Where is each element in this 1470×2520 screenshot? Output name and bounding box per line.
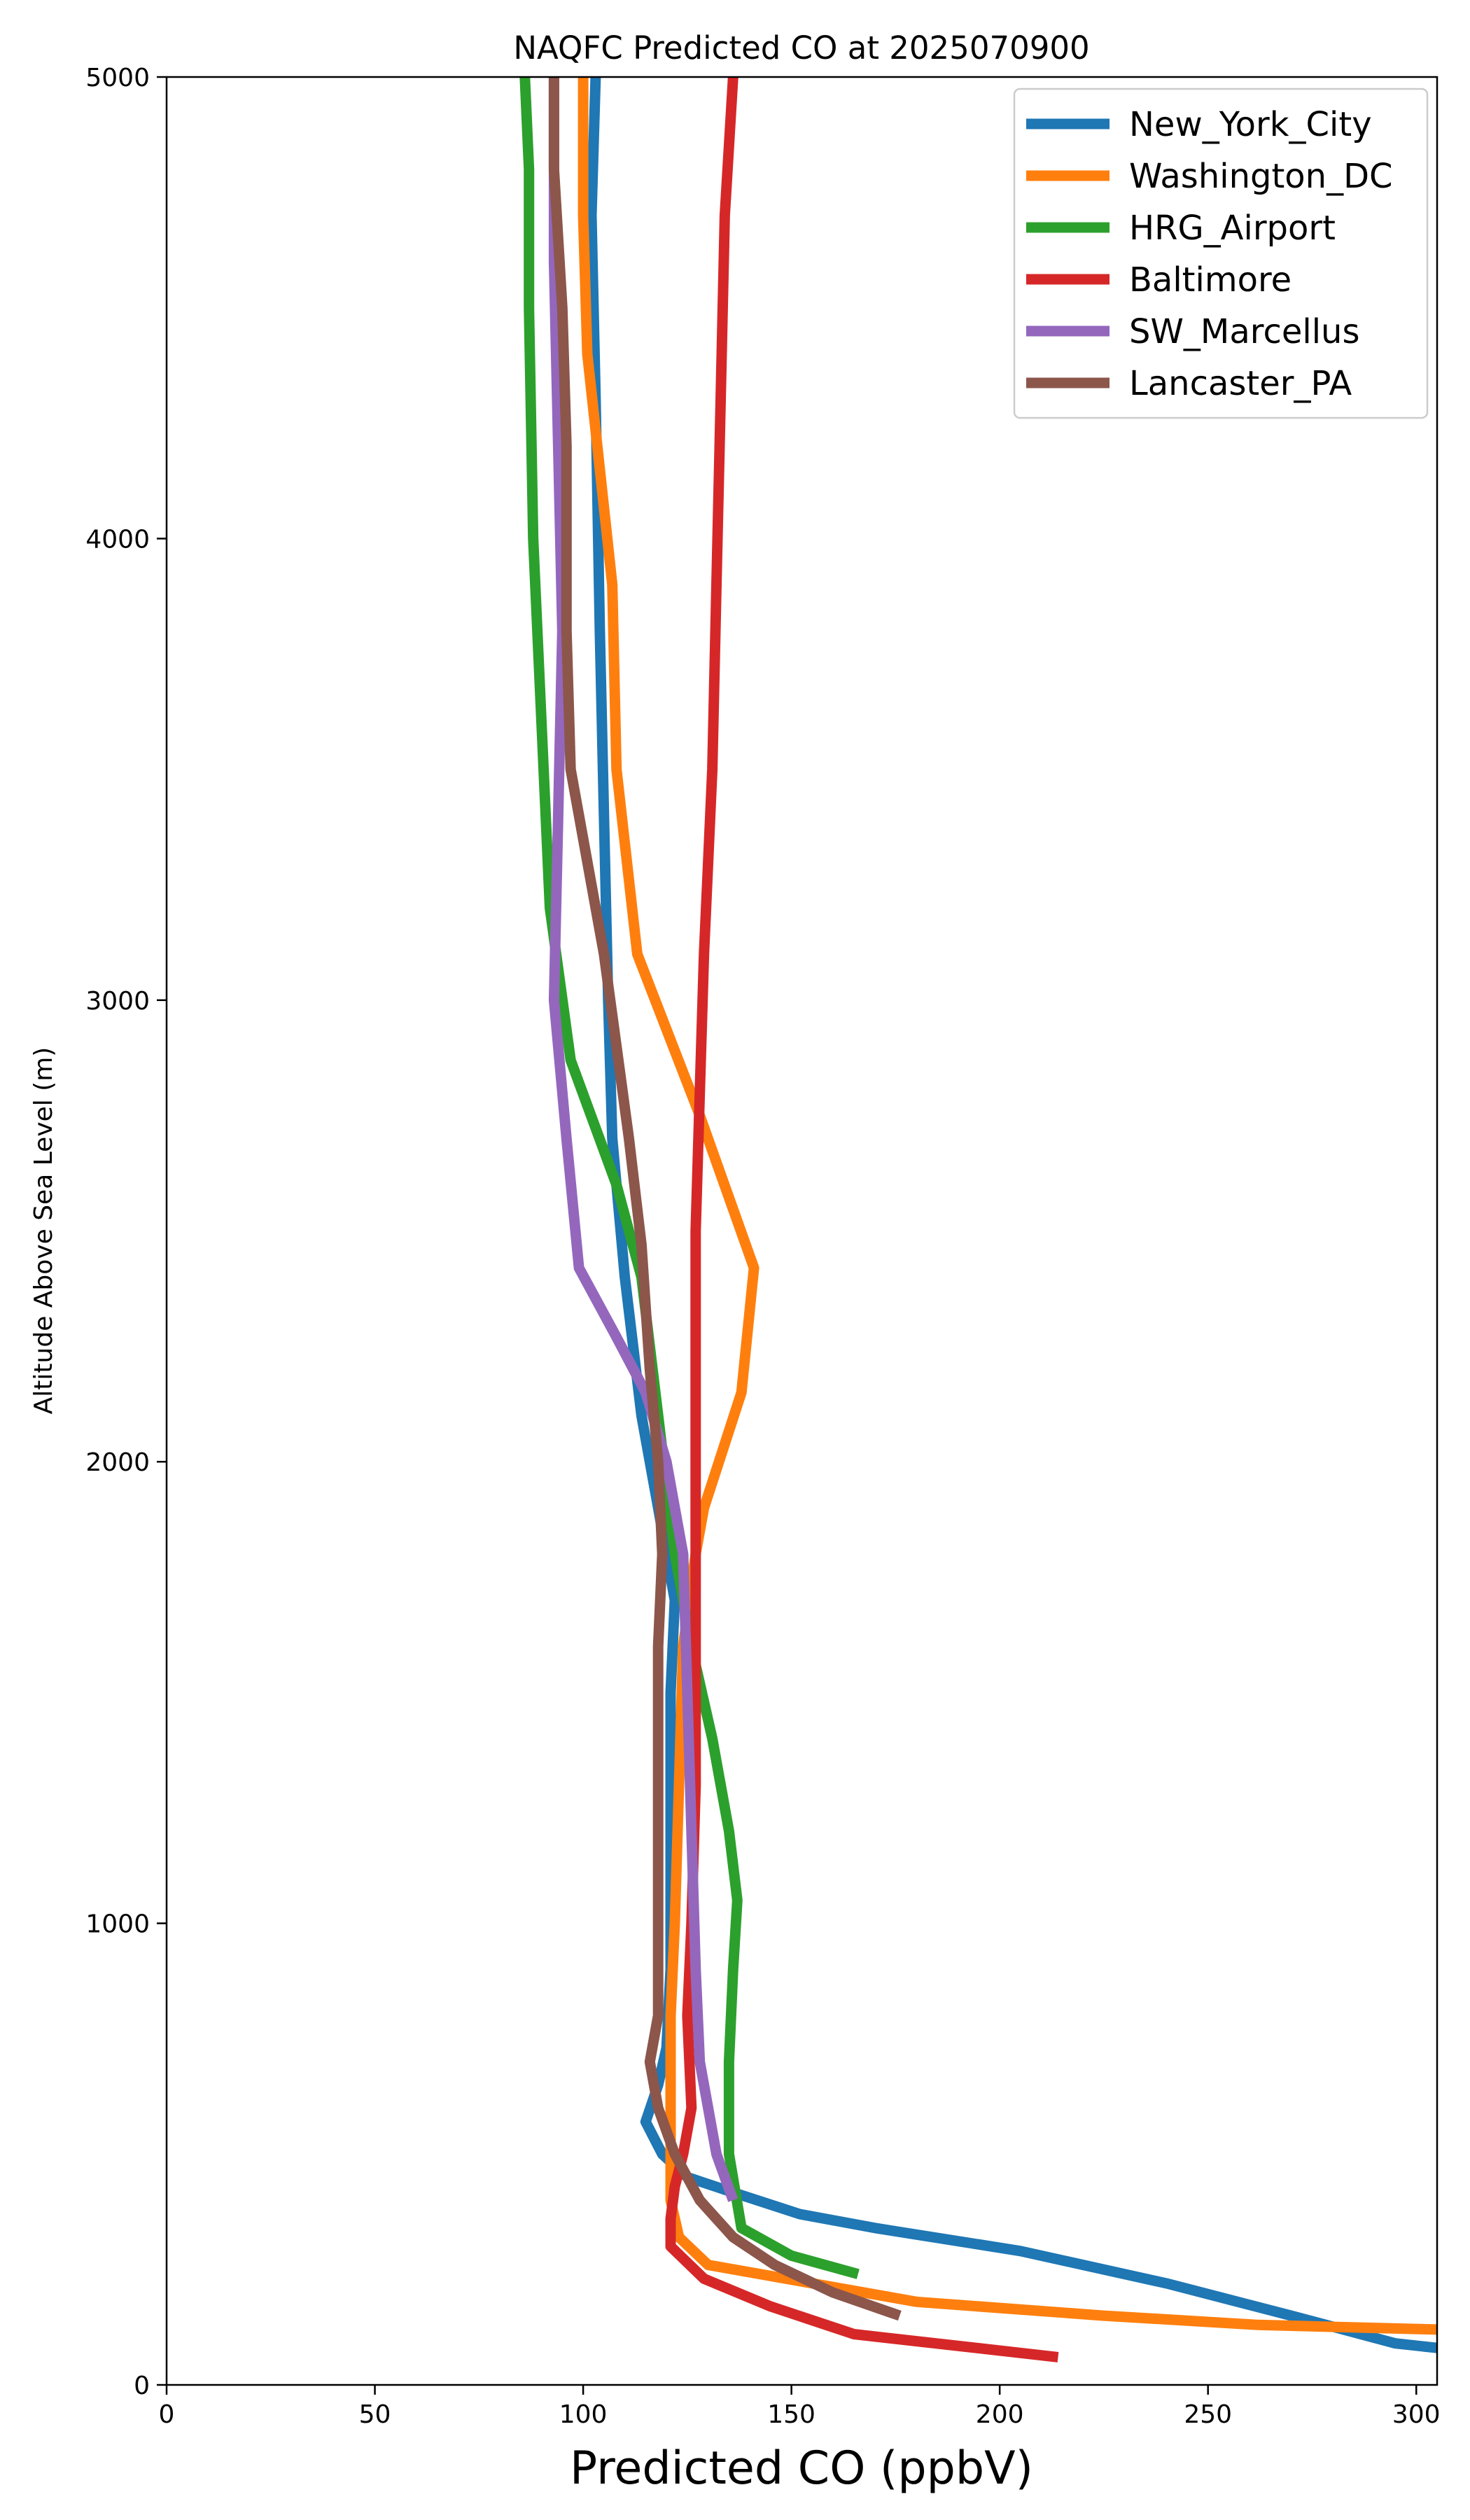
series-line-lancaster-pa [548,77,902,2321]
y-axis-label: Altitude Above Sea Level (m) [29,1047,58,1415]
legend-label: Baltimore [1129,260,1292,300]
legend-label: New_York_City [1129,105,1372,144]
x-tick-label: 150 [767,2400,816,2429]
x-tick-label: 0 [159,2400,175,2429]
legend-label: SW_Marcellus [1129,312,1359,351]
y-axis-ticks: 0 1000 2000 3000 4000 5000 [85,64,167,2400]
legend-label: HRG_Airport [1129,209,1336,248]
y-tick-label: 5000 [85,64,150,92]
x-tick-label: 300 [1392,2400,1441,2429]
series-lines [519,77,1437,2362]
y-tick-label: 2000 [85,1448,150,1477]
y-tick-label: 4000 [85,525,150,554]
y-tick-label: 0 [134,2372,150,2400]
series-line-hrg-airport [519,77,860,2279]
x-tick-label: 100 [559,2400,608,2429]
x-tick-label: 200 [976,2400,1024,2429]
x-tick-label: 50 [359,2400,391,2429]
legend-label: Lancaster_PA [1129,364,1352,403]
legend-entries: New_York_City Washington_DC HRG_Airport Bal… [1026,105,1393,403]
y-tick-label: 3000 [85,987,150,1016]
legend: New_York_City Washington_DC HRG_Airport Bal… [1013,88,1429,419]
x-axis-label: Predicted CO (ppbV) [570,2442,1033,2495]
y-tick-label: 1000 [85,1910,150,1939]
series-line-baltimore [665,77,1059,2362]
x-tick-label: 250 [1184,2400,1232,2429]
plot-frame [165,76,1438,2386]
legend-label: Washington_DC [1129,157,1393,196]
chart-title: NAQFC Predicted CO at 2025070900 [513,29,1089,66]
legend-box [1013,88,1429,419]
x-axis-ticks: 0 50 100 150 200 250 300 [159,2385,1441,2429]
